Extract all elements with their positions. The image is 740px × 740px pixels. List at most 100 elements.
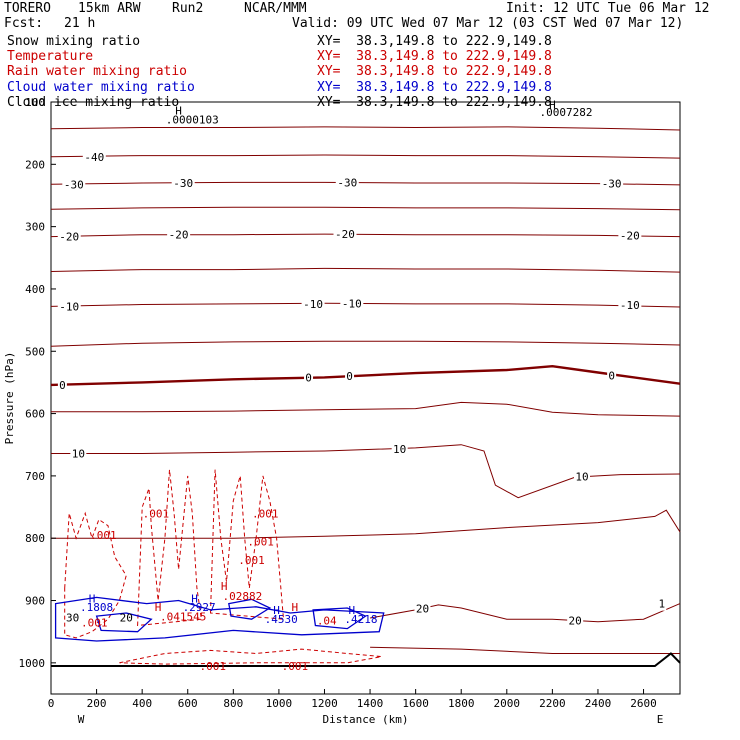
label-bg: [82, 152, 106, 164]
y-tick-label: 200: [25, 158, 45, 171]
y-tick-label: 900: [25, 595, 45, 608]
terrain-line: [51, 652, 681, 667]
field-label-snow: Snow mixing ratio: [7, 34, 141, 49]
isotherm-line: [51, 509, 681, 539]
isotherm-label: -30: [337, 176, 357, 189]
isotherm-label: -40: [84, 151, 104, 164]
isotherm-label: 20: [416, 603, 429, 616]
field-xy-snow: XY= 38.3,149.8 to 222.9,149.8: [317, 34, 552, 49]
isotherm-label: -10: [303, 298, 323, 311]
isotherm-label: -20: [169, 229, 189, 242]
plot-frame: [50, 101, 681, 695]
isotherm-label: -30: [173, 177, 193, 190]
isotherm-label: 10: [72, 447, 85, 460]
isotherm-line: [370, 646, 680, 654]
isotherm-line: [50, 181, 681, 186]
label-bg: [607, 371, 617, 383]
y-tick-label: 1000: [19, 657, 46, 670]
isotherm-label: 0: [346, 370, 353, 383]
y-tick-label: 100: [25, 96, 45, 109]
rain-label: .04: [317, 614, 337, 627]
rain-label: .001: [252, 507, 279, 520]
label-bg: [301, 299, 325, 311]
y-axis-title: Pressure (hPa): [3, 352, 16, 445]
label-bg: [57, 232, 81, 244]
x-tick-label: 2600: [630, 697, 657, 710]
cloud-water-contours: [54, 596, 385, 642]
x-tick-label: 400: [132, 697, 152, 710]
rain-label: H: [292, 601, 299, 614]
fcst-label: Fcst:: [4, 16, 44, 31]
isotherm-label: 10: [393, 443, 406, 456]
x-tick-label: 1000: [266, 697, 293, 710]
isotherm-label: 10: [575, 471, 588, 484]
isotherm-line: [50, 154, 681, 159]
isotherm-label: 1: [658, 598, 665, 611]
rain-contour: [209, 469, 285, 620]
x-tick-label: 600: [178, 697, 198, 710]
snow-label: .0007282: [540, 106, 593, 119]
snow-label: 30: [66, 611, 79, 624]
rain-label: .001: [282, 660, 309, 673]
cloud-water-contour: [312, 607, 367, 630]
field-label-temperature: Temperature: [7, 49, 94, 64]
rain-contours: [64, 469, 382, 665]
x-tick-label: 1600: [402, 697, 429, 710]
snow-label: 20: [120, 611, 133, 624]
isotherm-label: 0: [608, 370, 615, 383]
west-label: W: [78, 713, 85, 726]
label-bg: [657, 599, 667, 611]
label-bg: [391, 445, 408, 457]
label-bg: [574, 472, 591, 484]
plot-border: [50, 101, 681, 695]
y-tick-label: 300: [25, 221, 45, 234]
axes: 0 200 400 600 800 1000 1200 1400 1600 1800 2000 220…: [3, 96, 663, 726]
model-name: TORERO: [4, 1, 51, 16]
cloud-water-label: .1808: [80, 601, 113, 614]
label-bg: [304, 373, 314, 385]
contour-labels: -40 -30 -30 -30 -30 -20 -20 -20 -20 -10 -10 -10 -10 0…: [57, 98, 667, 673]
cloud-water-label: H: [191, 593, 198, 606]
valid-time: Valid: 09 UTC Wed 07 Mar 12 (03 CST Wed …: [292, 16, 684, 31]
field-label-rain: Rain water mixing ratio: [7, 64, 188, 79]
isotherm-label: 0: [59, 379, 66, 392]
run-label: Run2: [172, 1, 204, 16]
label-bg: [171, 179, 195, 191]
cloud-water-label: H: [349, 604, 356, 617]
isotherm-label: -20: [620, 229, 640, 242]
x-tick-label: 0: [48, 697, 55, 710]
label-bg: [167, 230, 191, 242]
cloud-water-label: H: [89, 593, 96, 606]
rain-label: .001: [90, 529, 117, 542]
rain-label: H: [221, 580, 228, 593]
label-bg: [600, 179, 624, 191]
isotherm-label: 0: [305, 371, 312, 384]
rain-label: H: [155, 601, 162, 614]
x-tick-label: 200: [87, 697, 107, 710]
rain-label: .001: [143, 507, 170, 520]
model-resolution: 15km ARW: [78, 1, 141, 16]
cloud-water-contour: [228, 598, 272, 620]
field-xy-rain: XY= 38.3,149.8 to 222.9,149.8: [317, 64, 552, 79]
x-tick-label: 800: [223, 697, 243, 710]
rain-label: .041545: [160, 611, 206, 624]
isotherm-line: [51, 401, 681, 417]
y-tick-label: 400: [25, 283, 45, 296]
label-bg: [62, 180, 86, 192]
rain-label: .02882: [223, 590, 263, 603]
isotherm-line: [50, 302, 681, 308]
cloud-water-label: .4530: [265, 613, 298, 626]
field-xy-cloud-water: XY= 38.3,149.8 to 222.9,149.8: [317, 80, 552, 95]
field-xy-temperature: XY= 38.3,149.8 to 222.9,149.8: [317, 49, 552, 64]
cloud-water-contour: [95, 612, 153, 633]
label-bg: [618, 301, 642, 313]
label-bg: [345, 372, 355, 384]
x-tick-label: 2000: [494, 697, 521, 710]
label-bg: [57, 380, 67, 392]
isotherm-line: [50, 267, 681, 273]
temperature-isotherms: [50, 126, 681, 654]
label-bg: [567, 616, 584, 628]
rain-contour: [119, 648, 382, 665]
ground-surface: [51, 652, 681, 667]
